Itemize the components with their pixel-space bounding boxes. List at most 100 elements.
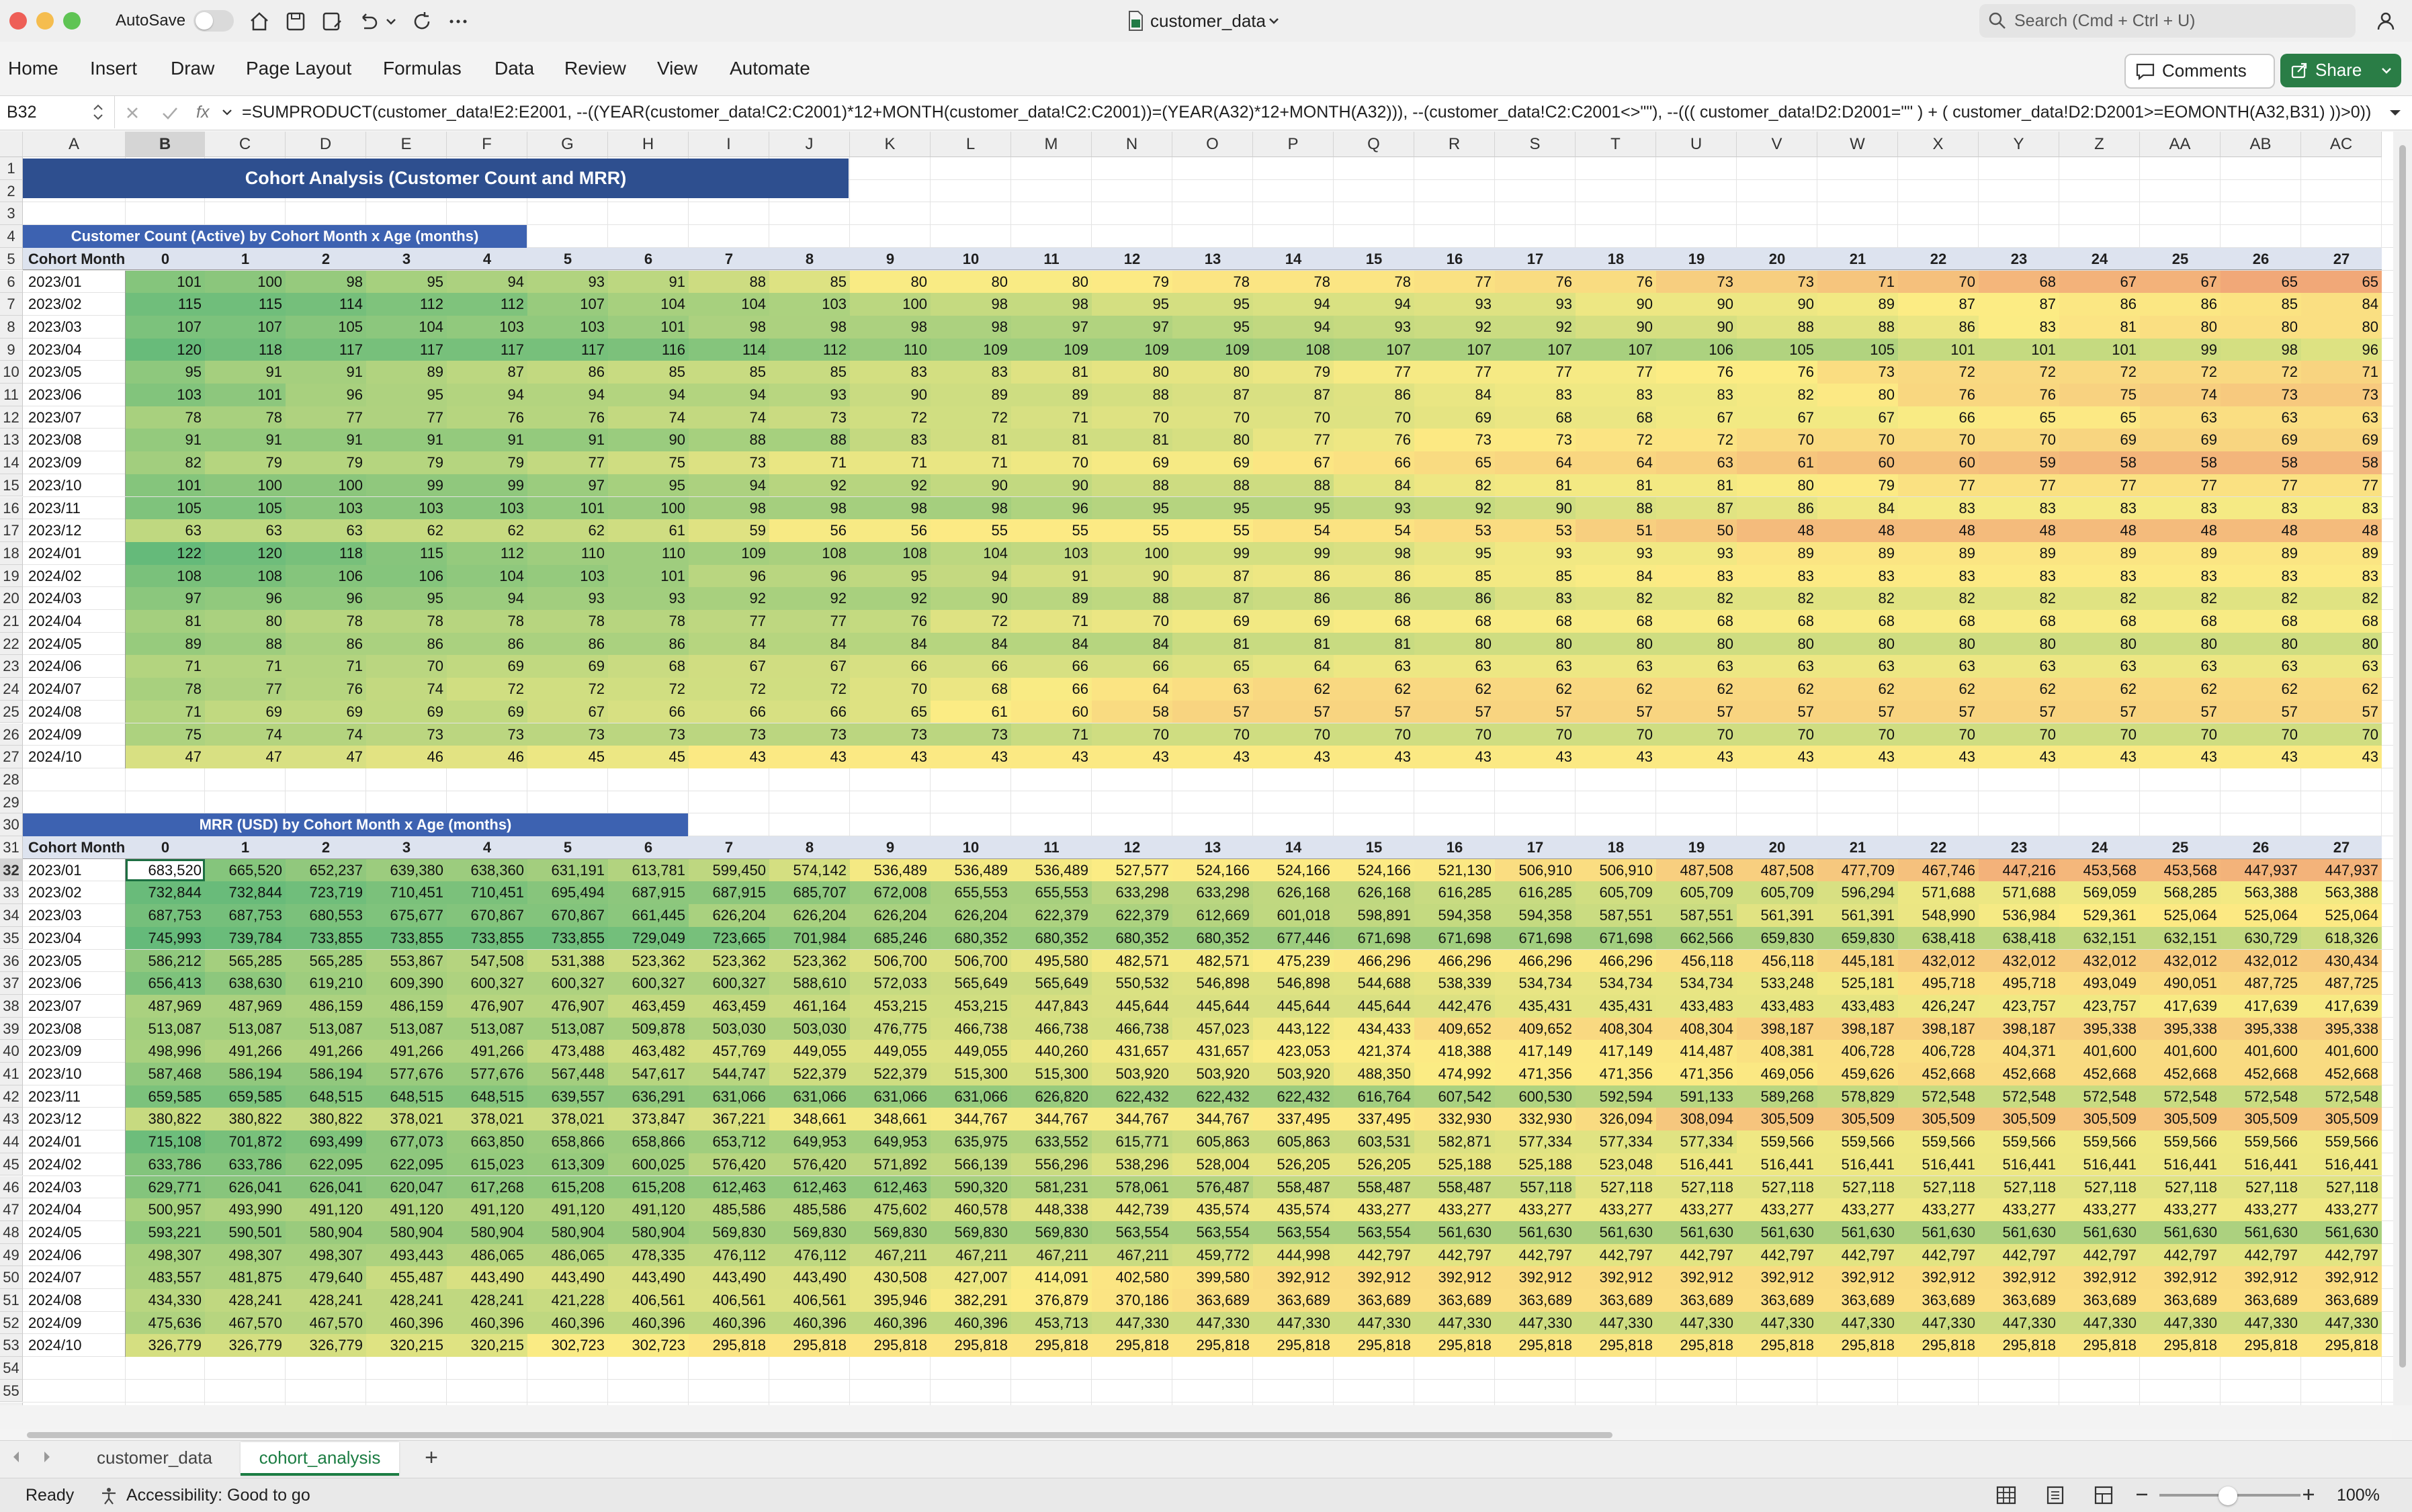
data-cell[interactable]: 80	[1011, 270, 1092, 294]
data-cell[interactable]: 447,330	[1979, 1311, 2059, 1335]
data-cell[interactable]: 600,327	[527, 972, 608, 995]
data-cell[interactable]: 559,566	[1979, 1130, 2059, 1153]
data-cell[interactable]: 398,187	[1817, 1017, 1898, 1040]
data-cell[interactable]: 613,309	[527, 1153, 608, 1176]
data-cell[interactable]: 107	[527, 293, 608, 316]
data-cell[interactable]: 305,509	[1817, 1108, 1898, 1131]
age-header[interactable]: 0	[126, 836, 205, 859]
data-cell[interactable]: 115	[366, 541, 447, 565]
data-cell[interactable]: 653,712	[689, 1130, 769, 1153]
data-cell[interactable]: 536,489	[850, 858, 931, 882]
data-cell[interactable]: 95	[1092, 293, 1172, 316]
comments-button[interactable]: Comments	[2124, 54, 2275, 89]
data-cell[interactable]: 68	[2140, 610, 2221, 633]
data-cell[interactable]: 710,451	[447, 881, 527, 905]
row-header[interactable]: 42	[0, 1085, 23, 1108]
data-cell[interactable]: 62	[1979, 678, 2059, 701]
row-header[interactable]: 7	[0, 293, 23, 316]
data-cell[interactable]: 392,912	[1576, 1266, 1656, 1289]
data-cell[interactable]: 110	[850, 338, 931, 361]
data-cell[interactable]: 83	[850, 429, 931, 452]
vertical-scroll-thumb[interactable]	[2399, 145, 2406, 1368]
row-header[interactable]: 45	[0, 1153, 23, 1176]
data-cell[interactable]: 78	[205, 406, 286, 429]
age-header[interactable]: 10	[931, 247, 1011, 271]
data-cell[interactable]: 580,904	[447, 1220, 527, 1244]
column-header[interactable]: K	[850, 132, 931, 157]
data-cell[interactable]: 109	[1172, 338, 1253, 361]
data-cell[interactable]: 107	[126, 315, 205, 339]
data-cell[interactable]: 57	[1495, 700, 1576, 723]
data-cell[interactable]: 428,241	[366, 1289, 447, 1312]
data-cell[interactable]: 69	[1172, 610, 1253, 633]
data-cell[interactable]: 474,992	[1414, 1063, 1495, 1085]
data-cell[interactable]: 527,118	[2221, 1175, 2301, 1199]
data-cell[interactable]: 81	[1011, 361, 1092, 384]
data-cell[interactable]: 66	[1011, 655, 1092, 678]
row-header[interactable]: 46	[0, 1175, 23, 1199]
data-cell[interactable]: 101	[1898, 338, 1979, 361]
cohort-month-cell[interactable]: 2024/03	[23, 1175, 126, 1199]
data-cell[interactable]: 43	[1414, 746, 1495, 768]
expand-formula-icon[interactable]	[2388, 105, 2403, 120]
data-cell[interactable]: 477,709	[1817, 858, 1898, 882]
data-cell[interactable]: 100	[1092, 541, 1172, 565]
row-header[interactable]: 31	[0, 836, 23, 859]
cohort-month-cell[interactable]: 2024/03	[23, 587, 126, 610]
data-cell[interactable]: 88	[1737, 315, 1817, 339]
data-cell[interactable]: 516,441	[1656, 1153, 1737, 1176]
data-cell[interactable]: 593,221	[126, 1220, 205, 1244]
data-cell[interactable]: 432,012	[2221, 949, 2301, 973]
data-cell[interactable]: 392,912	[2059, 1266, 2140, 1289]
data-cell[interactable]: 83	[1898, 564, 1979, 588]
data-cell[interactable]: 89	[931, 384, 1011, 406]
data-cell[interactable]: 522,379	[769, 1063, 850, 1085]
row-header[interactable]: 24	[0, 678, 23, 701]
data-cell[interactable]: 90	[1011, 474, 1092, 497]
data-cell[interactable]: 503,030	[689, 1017, 769, 1040]
data-cell[interactable]: 295,818	[1011, 1334, 1092, 1358]
data-cell[interactable]: 66	[850, 655, 931, 678]
data-cell[interactable]: 72	[2221, 361, 2301, 384]
data-cell[interactable]: 491,120	[286, 1198, 366, 1221]
data-cell[interactable]: 460,396	[527, 1311, 608, 1335]
row-header[interactable]: 23	[0, 655, 23, 678]
data-cell[interactable]: 590,501	[205, 1220, 286, 1244]
row-header[interactable]: 38	[0, 994, 23, 1018]
data-cell[interactable]: 43	[769, 746, 850, 768]
data-cell[interactable]: 93	[1656, 541, 1737, 565]
data-cell[interactable]: 527,118	[2140, 1175, 2221, 1199]
data-cell[interactable]: 81	[1576, 474, 1656, 497]
data-cell[interactable]: 91	[527, 429, 608, 452]
data-cell[interactable]: 78	[126, 406, 205, 429]
data-cell[interactable]: 48	[2059, 519, 2140, 542]
data-cell[interactable]: 447,330	[1898, 1311, 1979, 1335]
age-header[interactable]: 16	[1414, 247, 1495, 271]
data-cell[interactable]: 43	[1253, 746, 1334, 768]
data-cell[interactable]: 476,112	[769, 1243, 850, 1267]
data-cell[interactable]: 89	[1979, 541, 2059, 565]
data-cell[interactable]: 72	[527, 678, 608, 701]
age-header[interactable]: 26	[2221, 247, 2301, 271]
data-cell[interactable]: 421,228	[527, 1289, 608, 1312]
data-cell[interactable]: 491,120	[366, 1198, 447, 1221]
data-cell[interactable]: 417,639	[2221, 994, 2301, 1018]
data-cell[interactable]: 295,818	[1495, 1334, 1576, 1358]
data-cell[interactable]: 348,661	[850, 1108, 931, 1131]
data-cell[interactable]: 428,241	[286, 1289, 366, 1312]
data-cell[interactable]: 482,571	[1172, 949, 1253, 973]
data-cell[interactable]: 561,630	[1737, 1220, 1817, 1244]
data-cell[interactable]: 98	[769, 496, 850, 520]
data-cell[interactable]: 460,396	[366, 1311, 447, 1335]
data-cell[interactable]: 453,568	[2140, 858, 2221, 882]
data-cell[interactable]: 447,937	[2301, 858, 2382, 882]
data-cell[interactable]: 73	[608, 723, 689, 746]
data-cell[interactable]: 442,797	[1979, 1243, 2059, 1267]
data-cell[interactable]: 81	[1011, 429, 1092, 452]
data-cell[interactable]: 94	[1253, 315, 1334, 339]
data-cell[interactable]: 406,561	[769, 1289, 850, 1312]
data-cell[interactable]: 63	[1495, 655, 1576, 678]
data-cell[interactable]: 55	[931, 519, 1011, 542]
data-cell[interactable]: 487,725	[2221, 972, 2301, 995]
data-cell[interactable]: 70	[1253, 406, 1334, 429]
